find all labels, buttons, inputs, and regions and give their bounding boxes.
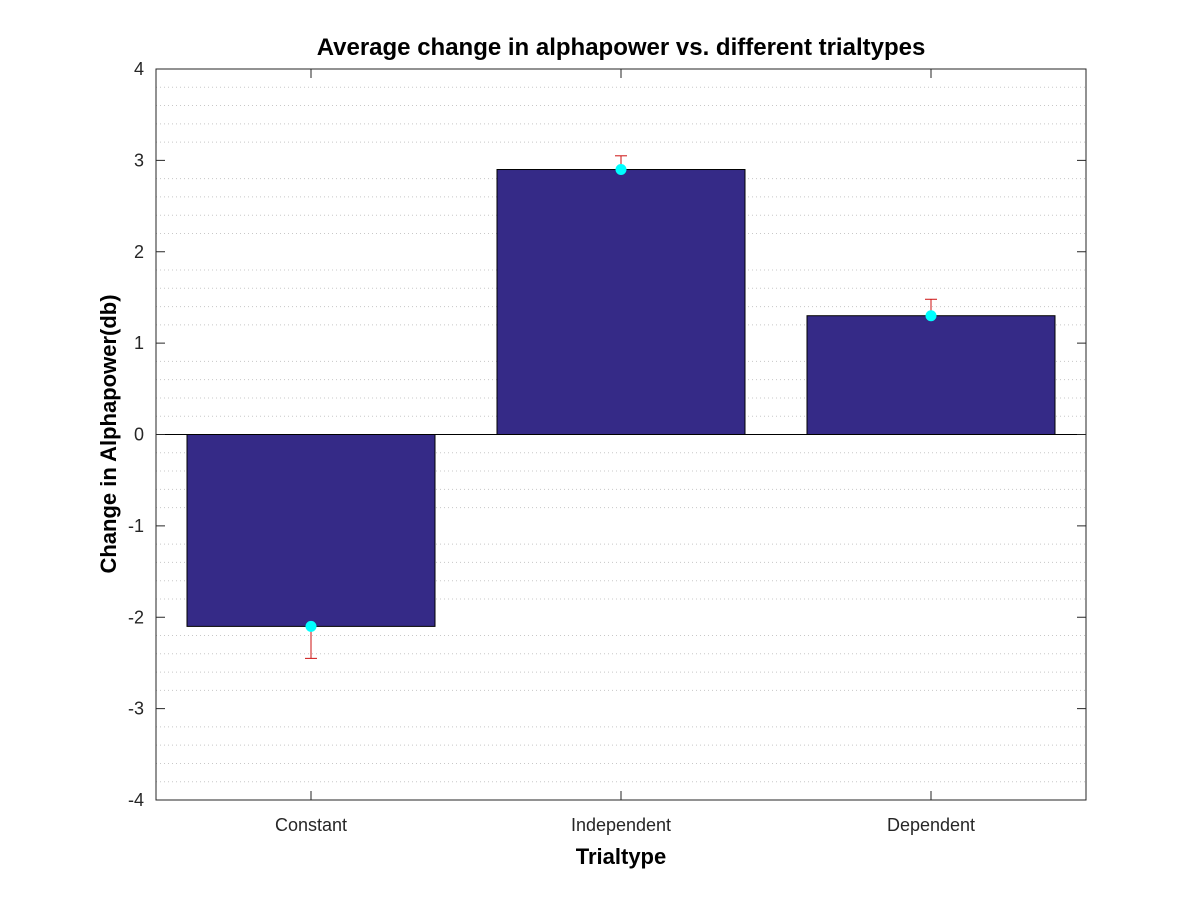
y-tick-label: -4 (128, 790, 144, 810)
y-tick-label: -1 (128, 516, 144, 536)
bar-constant (186, 434, 436, 627)
bar-dependent (806, 315, 1056, 435)
y-tick-label: 2 (134, 242, 144, 262)
y-tick-label: -3 (128, 699, 144, 719)
x-tick-labels: Constant Independent Dependent (275, 815, 975, 835)
bars (186, 169, 1056, 627)
axis-ticks (156, 68, 1086, 801)
mean-marker (305, 620, 317, 632)
x-tick-label-dependent: Dependent (887, 815, 975, 835)
markers (305, 164, 937, 632)
y-axis-title: Change in Alphapower(db) (96, 294, 121, 573)
mean-marker (615, 164, 627, 176)
y-tick-label: 0 (134, 425, 144, 445)
x-axis-title: Trialtype (576, 844, 666, 869)
bar-independent (496, 169, 746, 435)
y-tick-label: -2 (128, 607, 144, 627)
y-tick-label: 1 (134, 333, 144, 353)
x-tick-label-independent: Independent (571, 815, 671, 835)
chart-title: Average change in alphapower vs. differe… (317, 34, 926, 61)
mean-marker (925, 310, 937, 322)
x-tick-label-constant: Constant (275, 815, 347, 835)
y-tick-labels: -4 -3 -2 -1 0 1 2 3 4 (128, 59, 144, 810)
y-tick-label: 3 (134, 150, 144, 170)
y-tick-label: 4 (134, 59, 144, 79)
